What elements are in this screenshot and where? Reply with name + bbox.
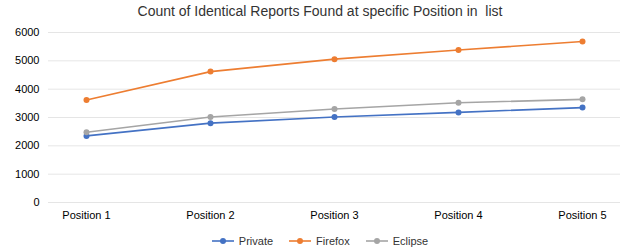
- svg-text:4000: 4000: [15, 83, 39, 95]
- svg-text:Position 4: Position 4: [434, 209, 482, 221]
- html-text:Eclipse: Eclipse: [392, 235, 429, 247]
- svg-text:Position 5: Position 5: [558, 209, 606, 221]
- html-text:Private: Private: [238, 235, 274, 247]
- svg-text:Position 1: Position 1: [62, 209, 110, 221]
- svg-text:6000: 6000: [15, 26, 39, 38]
- svg-text:2000: 2000: [15, 139, 39, 151]
- svg-text:Position 3: Position 3: [310, 209, 358, 221]
- svg-text:5000: 5000: [15, 54, 39, 66]
- html-text:Count of Identical Reports Fou: Count of Identical Reports Found at spec…: [137, 3, 503, 19]
- svg-text:Position 2: Position 2: [186, 209, 234, 221]
- svg-text:0: 0: [33, 196, 39, 208]
- html-text:Firefox: Firefox: [316, 235, 350, 247]
- svg-text:3000: 3000: [15, 111, 39, 123]
- svg-text:1000: 1000: [15, 168, 39, 180]
